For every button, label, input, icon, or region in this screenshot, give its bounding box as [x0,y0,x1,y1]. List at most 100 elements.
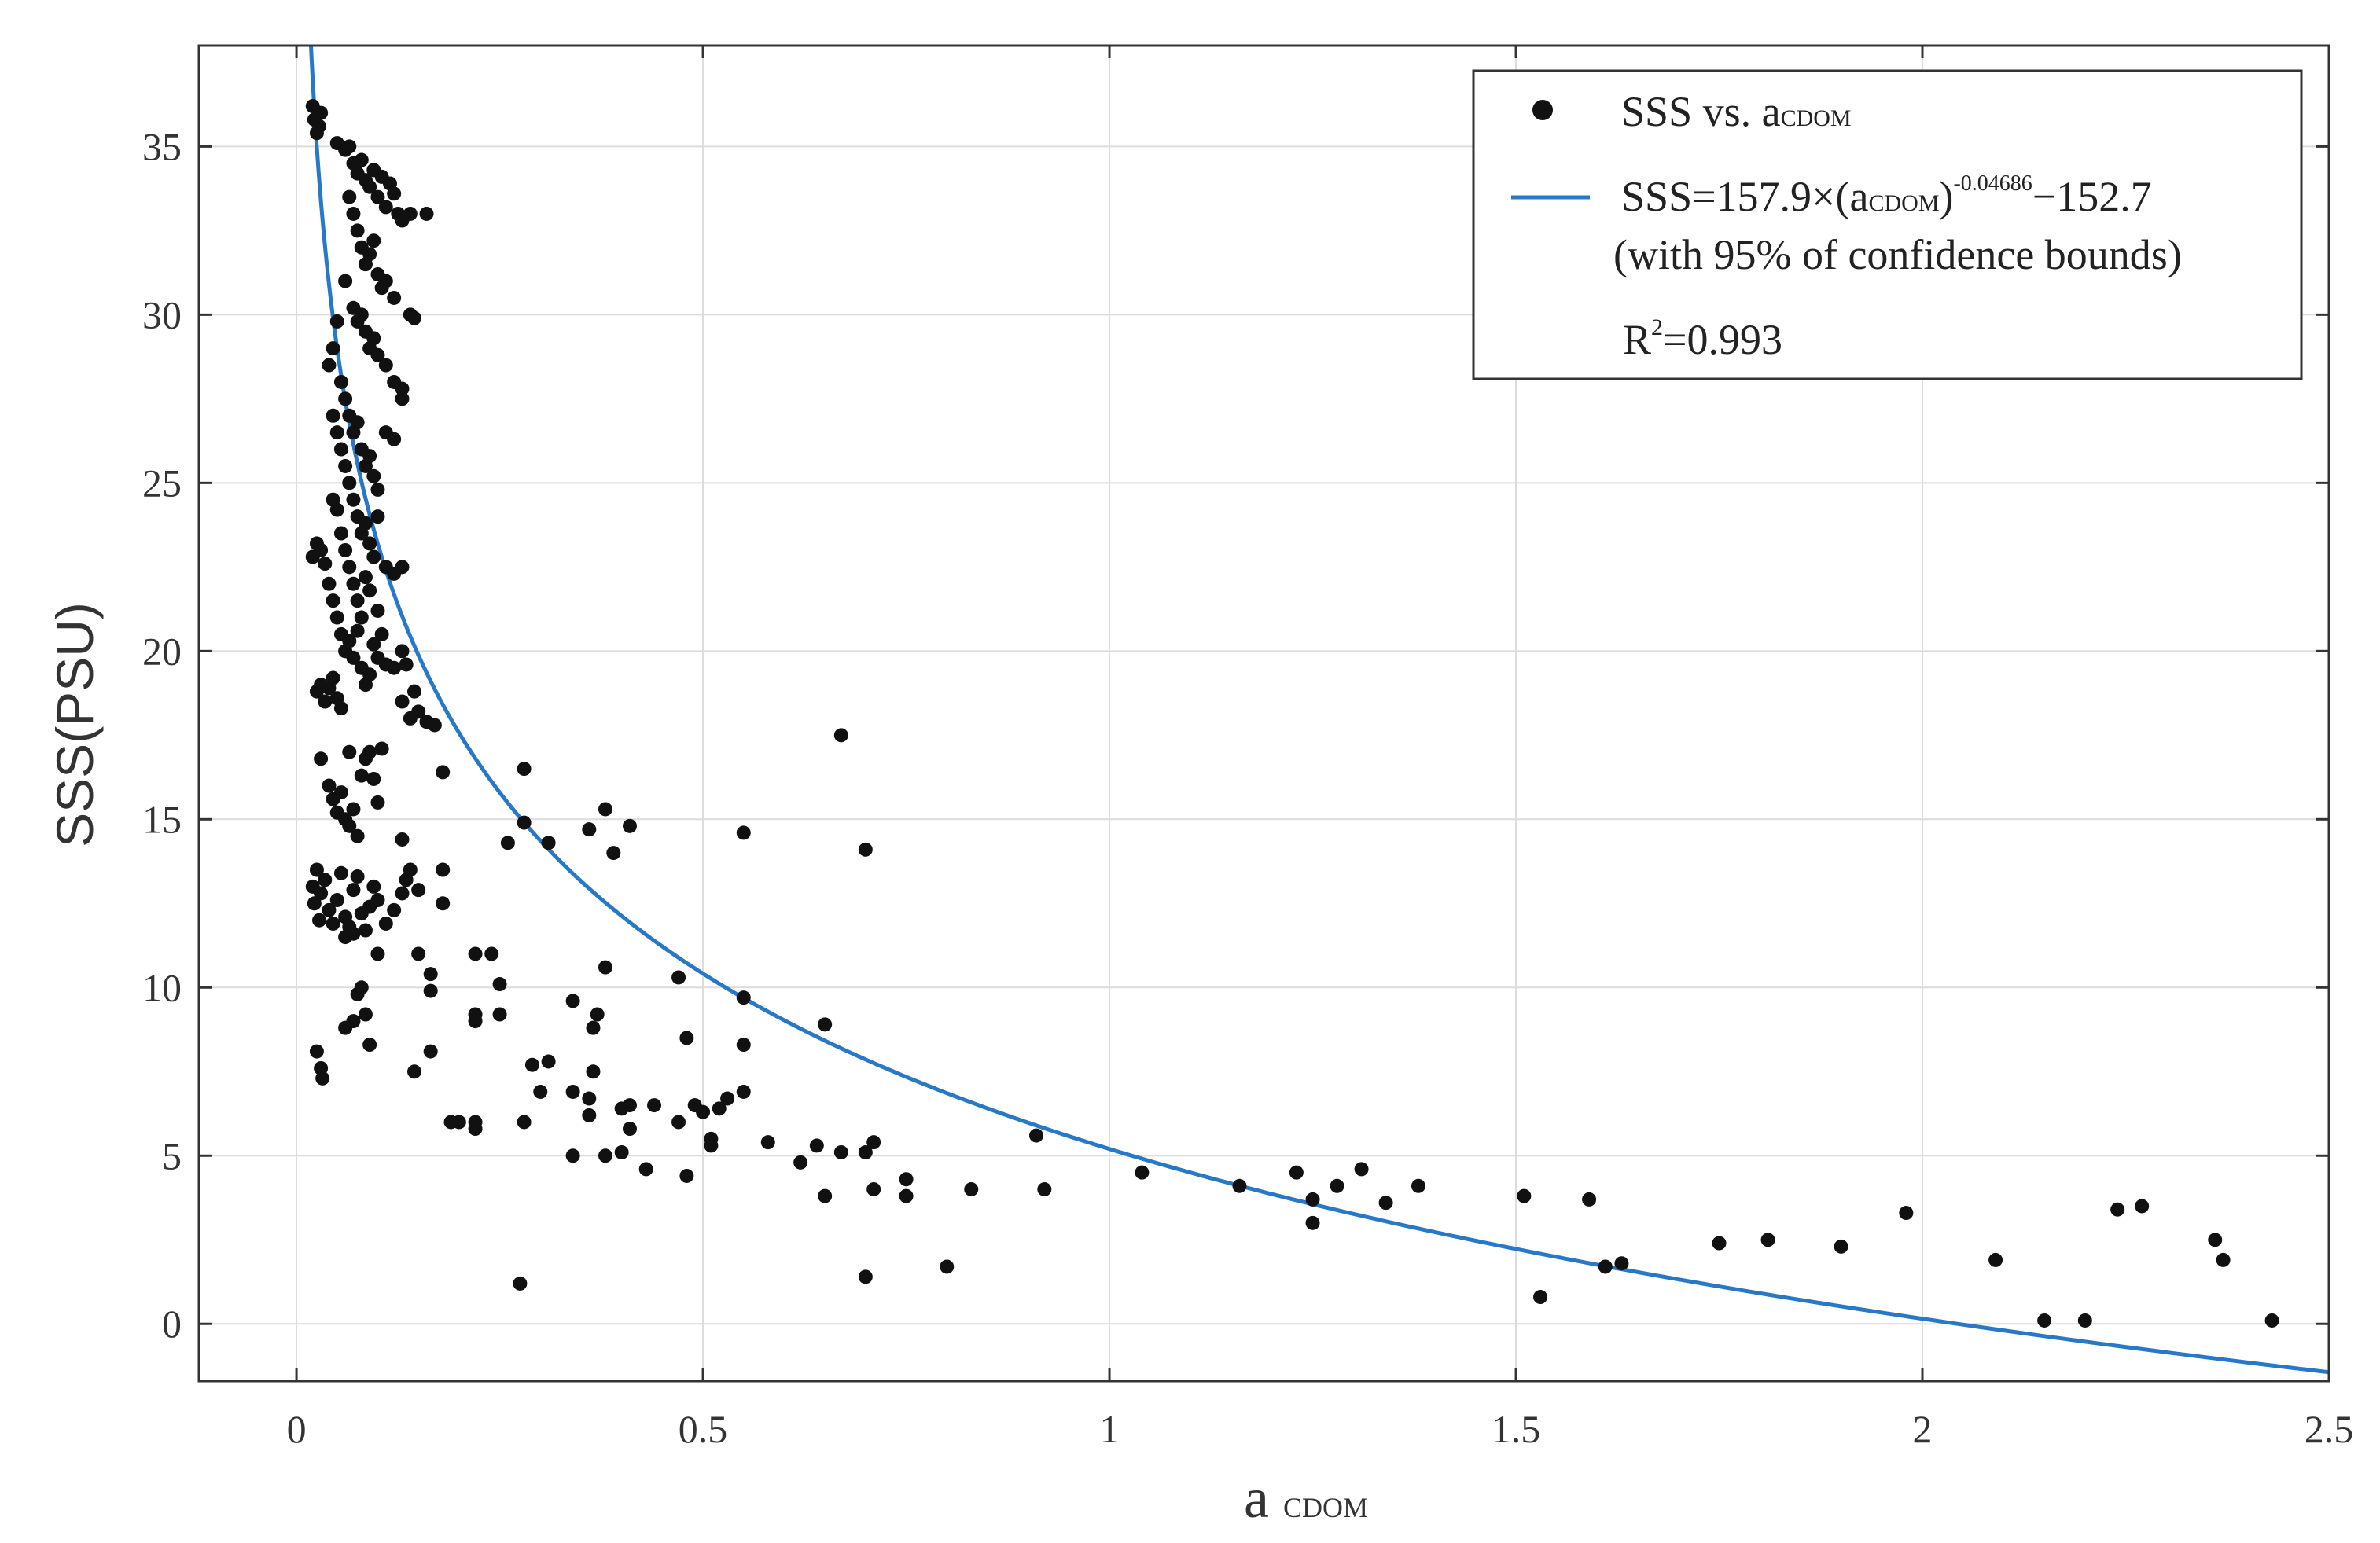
y-tick-label: 5 [162,1133,182,1177]
data-point [2208,1233,2223,1247]
data-point [322,778,337,793]
data-point [858,1144,873,1159]
data-point [736,825,751,840]
data-point [590,1007,605,1022]
data-point [427,718,442,733]
data-point [679,1168,694,1183]
data-point [403,206,418,221]
data-point [1037,1182,1052,1197]
data-point [314,542,329,557]
data-point [492,977,507,992]
data-point [407,310,421,325]
data-point [350,828,365,843]
data-point [586,1020,601,1035]
data-point [314,751,329,766]
data-point [1305,1192,1320,1207]
data-point [1378,1196,1393,1211]
data-point [322,358,337,373]
data-point [318,694,333,709]
data-point [366,549,381,564]
data-point [451,1115,466,1130]
data-point [329,425,344,440]
y-tick-labels: 0 5 10 15 20 25 30 35 [142,124,182,1346]
data-point [387,432,402,446]
data-point [598,802,612,817]
data-point [2110,1202,2125,1217]
data-point [1712,1236,1727,1251]
x-tick-label: 2 [1913,1407,1933,1451]
data-point [899,1172,914,1187]
x-tick-label: 1 [1100,1407,1120,1451]
y-tick-label: 35 [142,124,182,168]
legend-scatter-label: SSS vs. aCDOM [1621,88,1852,135]
data-point [333,785,348,800]
data-point [370,946,385,961]
y-tick-label: 25 [142,461,182,505]
data-point [623,1122,637,1137]
data-point [411,946,426,961]
data-point [338,542,353,557]
data-point [395,832,410,847]
data-point [1582,1192,1597,1207]
data-point [326,593,340,608]
data-point [818,1017,833,1032]
data-point [338,458,353,473]
data-point [362,667,377,682]
data-point [1354,1162,1369,1177]
data-point [395,886,410,901]
data-point [2216,1252,2231,1267]
data-point [362,449,377,464]
data-point [492,1007,507,1022]
data-point [338,391,353,406]
y-tick-label: 20 [142,629,182,673]
data-point [671,1115,686,1130]
data-point [623,818,637,833]
data-point [541,836,556,850]
data-point [326,670,340,685]
data-point [964,1182,979,1197]
data-point [513,1276,528,1291]
data-point [342,139,357,154]
data-point [329,610,344,625]
data-point [318,557,333,571]
data-point [370,189,385,204]
data-point [565,1148,580,1163]
data-point [586,1064,601,1079]
data-point [318,873,333,887]
data-point [350,223,365,238]
data-point [565,994,580,1008]
data-point [818,1188,833,1203]
data-point [1988,1252,2003,1267]
data-point [333,865,348,880]
legend-marker [1532,100,1553,120]
data-point [647,1098,662,1113]
data-point [524,1057,539,1072]
data-point [623,1098,637,1113]
data-point [309,862,324,877]
data-point [407,1064,421,1079]
data-point [350,415,365,430]
data-point [338,1020,353,1035]
data-point [704,1138,719,1153]
data-point [362,247,377,262]
plot-frame [197,44,2330,1383]
data-point [2037,1313,2052,1328]
data-point [517,762,532,777]
data-point [370,893,385,908]
data-point [370,347,385,362]
data-point [322,902,337,917]
data-point [399,657,414,672]
data-point [436,765,451,780]
legend-box [1472,69,2303,380]
data-point [760,1135,775,1150]
x-axis-label: a CDOM [1244,1467,1368,1530]
data-point [358,1007,373,1022]
data-point [326,408,340,423]
data-point [358,516,373,531]
data-point [484,946,499,961]
data-point [312,913,327,928]
data-point [326,916,340,931]
data-point [333,442,348,457]
scatter-points [305,99,2279,1328]
data-point [374,626,389,641]
